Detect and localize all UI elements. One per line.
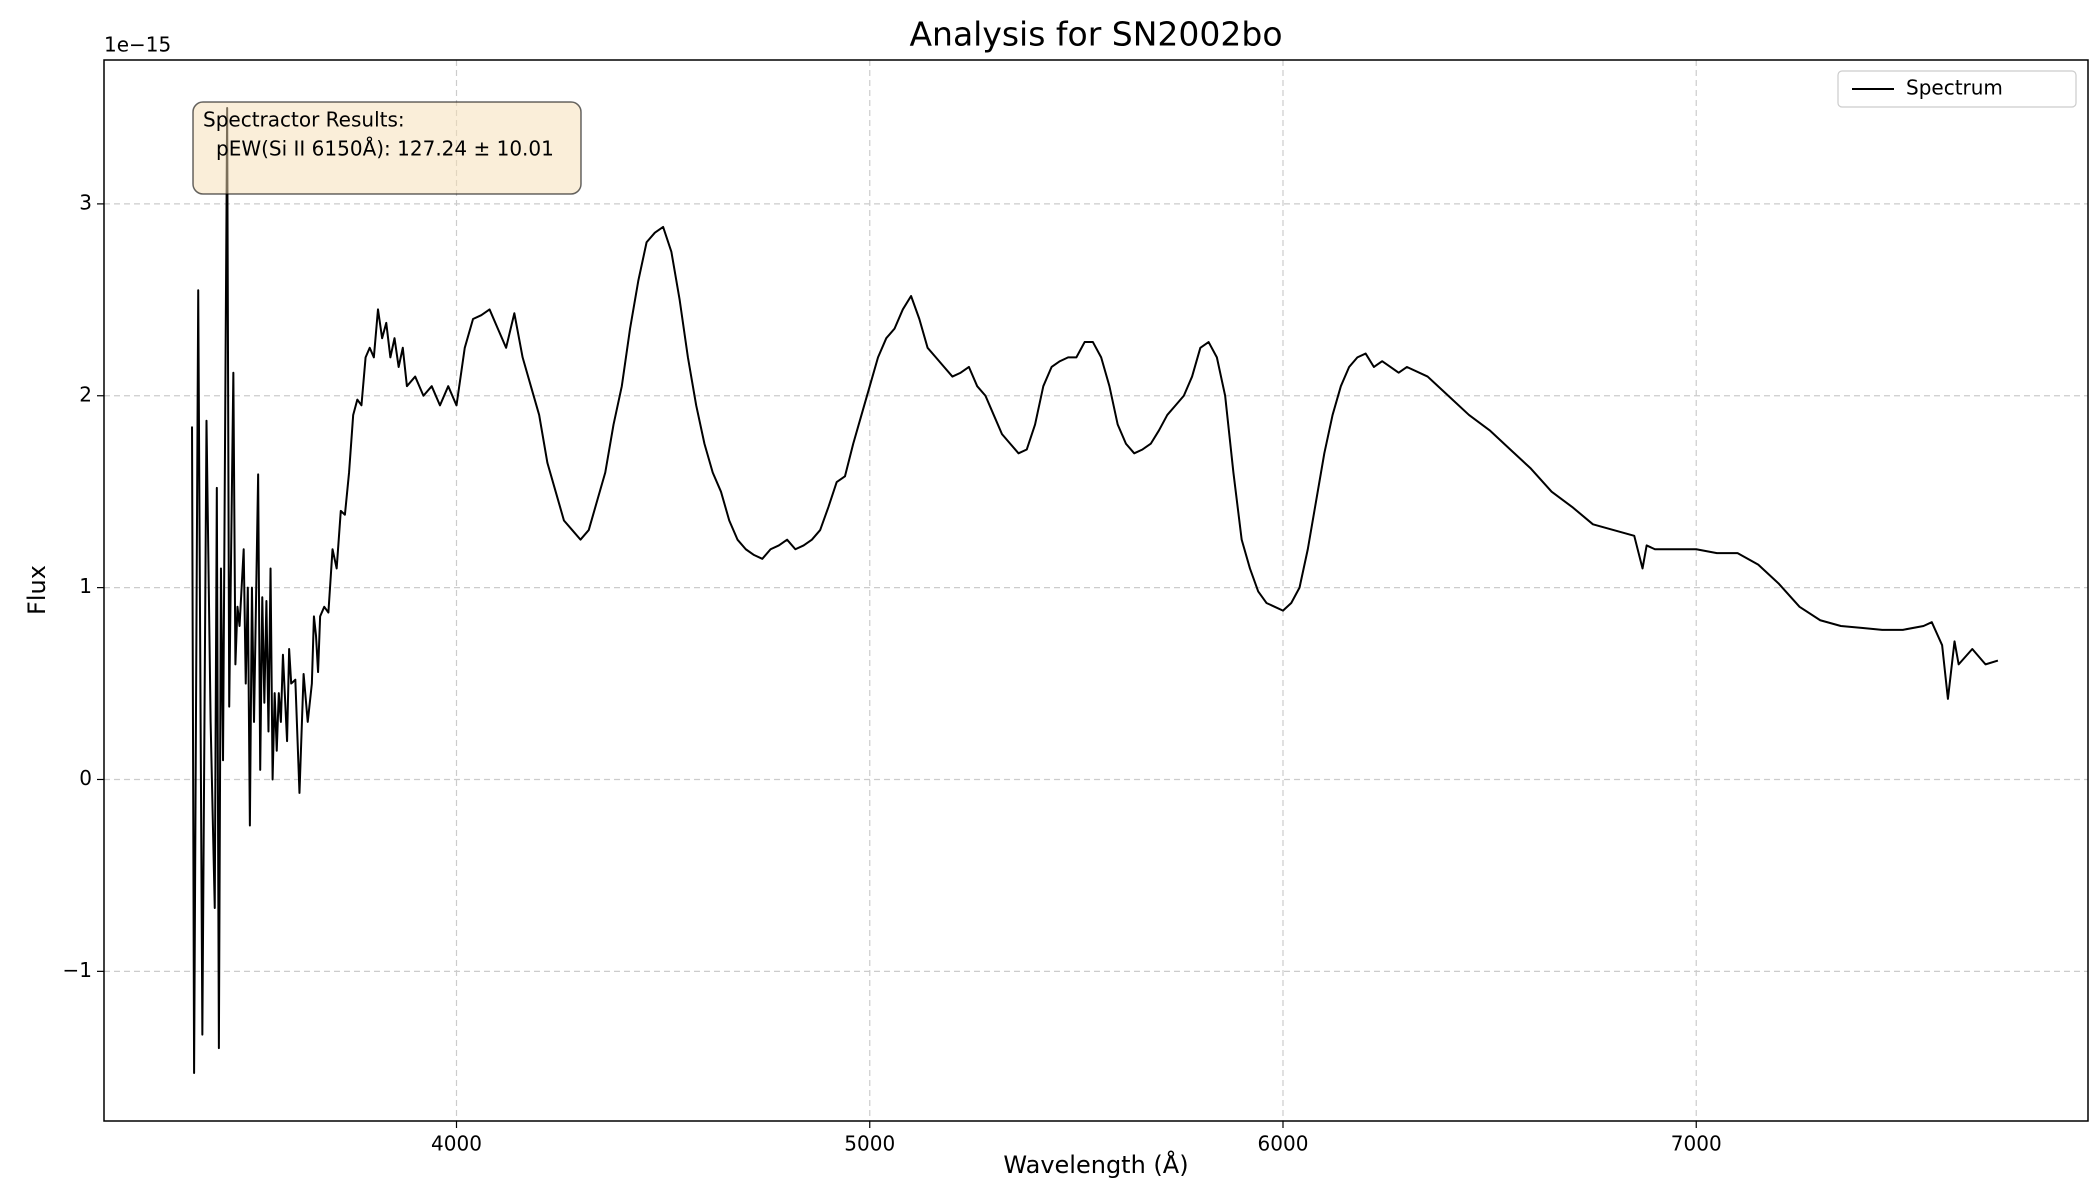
y-tick-label: 1	[79, 574, 92, 598]
y-tick-label: −1	[63, 958, 92, 982]
chart-title: Analysis for SN2002bo	[909, 15, 1282, 54]
y-offset-label: 1e−15	[104, 33, 171, 57]
plot-frame	[103, 59, 2089, 1122]
y-tick-label: 2	[79, 382, 92, 406]
y-tick-label: 3	[79, 190, 92, 214]
x-axis-label: Wavelength (Å)	[1003, 1150, 1188, 1179]
legend-label: Spectrum	[1906, 76, 2003, 100]
x-tick-label: 7000	[1671, 1132, 1722, 1156]
y-axis-label: Flux	[23, 565, 51, 615]
legend-box	[1837, 70, 2077, 108]
x-tick-label: 5000	[844, 1132, 895, 1156]
x-tick-label: 4000	[431, 1132, 482, 1156]
y-tick-label: 0	[79, 766, 92, 790]
annotation-text: Spectractor Results:	[203, 108, 405, 132]
x-tick-label: 6000	[1258, 1132, 1309, 1156]
spectrum-line	[191, 106, 1999, 1075]
annotation-box	[192, 101, 582, 195]
annotation-text: pEW(Si II 6150Å): 127.24 ± 10.01	[216, 137, 554, 161]
